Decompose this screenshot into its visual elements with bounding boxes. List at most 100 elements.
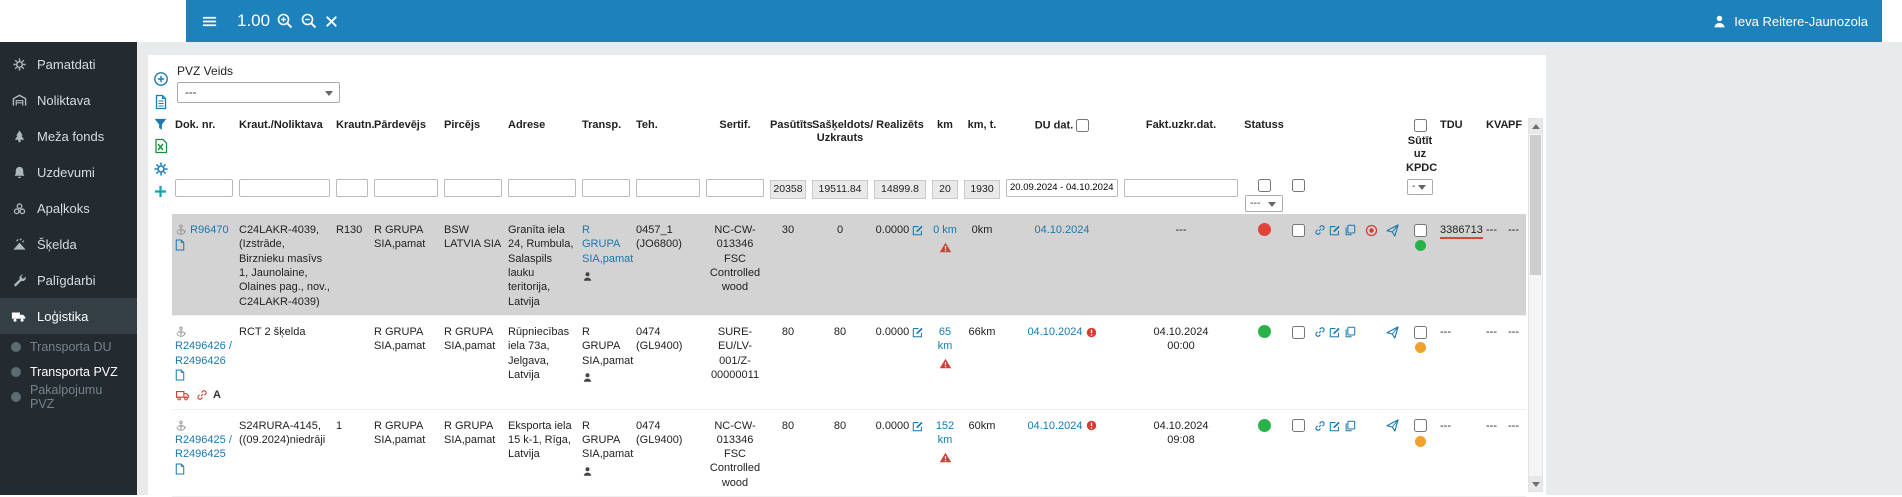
kpdc-row-checkbox[interactable] <box>1413 325 1427 339</box>
du-dat-header-checkbox[interactable] <box>1076 119 1090 132</box>
km-link[interactable]: 0 km <box>933 224 957 237</box>
zoom-reset-button[interactable] <box>321 10 342 32</box>
kraut-filter-input[interactable] <box>239 178 330 197</box>
select-all-rows-checkbox[interactable] <box>1291 179 1305 193</box>
adrese-filter-input[interactable] <box>508 178 576 197</box>
doc-number-link[interactable]: R96470 <box>190 224 229 237</box>
header-label: Dok. nr. <box>175 119 216 131</box>
km-total: 20 <box>932 179 958 200</box>
send-icon[interactable] <box>1386 419 1399 433</box>
table-row[interactable]: R2496425 / R2496425 S24RURA-4145, ((09.2… <box>172 409 1526 497</box>
krautn-filter-input[interactable] <box>336 178 368 197</box>
user-name: Ieva Reitere-Jaunozola <box>1734 13 1868 29</box>
chain-alert-icon[interactable] <box>196 388 208 402</box>
link-icon[interactable] <box>1314 325 1326 339</box>
sidebar-item-uzdevumi[interactable]: Uzdevumi <box>0 154 137 190</box>
du-dat-filter-input[interactable] <box>1006 178 1118 197</box>
kpdc-header-checkbox[interactable] <box>1413 119 1427 132</box>
menu-button[interactable] <box>198 10 221 33</box>
pircejs-filter-input[interactable] <box>444 178 502 197</box>
file-icon[interactable] <box>175 238 185 252</box>
add-record-button[interactable] <box>153 71 169 87</box>
zoom-out-icon <box>300 12 318 30</box>
kpdc-row-checkbox[interactable] <box>1413 223 1427 237</box>
row-checkbox[interactable] <box>1291 223 1305 237</box>
zoom-out-button[interactable] <box>297 9 321 33</box>
copy-icon[interactable] <box>1344 325 1356 339</box>
edit-amount-icon[interactable] <box>912 223 924 237</box>
statuss-header-checkbox[interactable] <box>1257 179 1271 193</box>
kraut-value: S24RURA-4145, ((09.2024)niedrāji <box>239 419 326 446</box>
sertif-value: NC-CW-013346 FSC Controlled wood <box>709 419 761 489</box>
sidebar-subitem-label: Transporta DU <box>30 339 112 354</box>
file-icon[interactable] <box>175 461 185 475</box>
transp-filter-input[interactable] <box>582 178 630 197</box>
row-checkbox[interactable] <box>1291 419 1305 433</box>
doc-number-link[interactable]: R2496426 / R2496426 <box>175 340 232 367</box>
table-row[interactable]: R2496426 / R2496426 A RCT 2 šķelda R GRU… <box>172 315 1526 410</box>
vertical-scrollbar[interactable] <box>1528 118 1543 492</box>
transp-link[interactable]: R GRUPA SIA,pamat <box>582 224 634 265</box>
funnel-icon <box>153 116 168 132</box>
kpdc-filter-value: - <box>1412 180 1416 193</box>
col-header-km: km <box>929 118 961 177</box>
pvz-veids-select[interactable]: --- <box>177 82 340 103</box>
scrollbar-thumb[interactable] <box>1530 135 1541 275</box>
du-date-link[interactable]: 04.10.2024 <box>1034 224 1090 237</box>
edit-amount-icon[interactable] <box>912 325 924 339</box>
sidebar-item-pamatdati[interactable]: Pamatdati <box>0 46 137 82</box>
driver-icon <box>582 269 593 283</box>
scroll-up-button[interactable] <box>1529 119 1542 134</box>
file-icon[interactable] <box>175 368 185 382</box>
sidebar-subitem-pakalpojumu-pvz[interactable]: Pakalpojumu PVZ <box>0 383 137 411</box>
link-icon[interactable] <box>1314 419 1326 433</box>
sidebar-item-logistika[interactable]: Loģistika <box>0 298 137 334</box>
document-button[interactable] <box>153 93 169 109</box>
sidebar-item-apalkoks[interactable]: Apaļkoks <box>0 190 137 226</box>
sidebar-item-paligdarbi[interactable]: Palīgdarbi <box>0 262 137 298</box>
sertif-filter-input[interactable] <box>706 178 764 197</box>
row-checkbox[interactable] <box>1291 325 1305 339</box>
teh-filter-input[interactable] <box>636 178 700 197</box>
scroll-down-button[interactable] <box>1529 476 1542 491</box>
link-icon[interactable] <box>1314 223 1326 237</box>
settings-button[interactable] <box>153 160 169 176</box>
km-link[interactable]: 152 km <box>935 419 955 446</box>
kpdc-filter-select[interactable]: - <box>1407 178 1433 195</box>
sidebar-item-noliktava[interactable]: Noliktava <box>0 82 137 118</box>
plus-button[interactable] <box>153 183 169 199</box>
send-icon[interactable] <box>1386 223 1399 237</box>
zoom-in-button[interactable] <box>273 9 297 33</box>
sidebar-subitem-transporta-du[interactable]: Transporta DU <box>0 334 137 359</box>
copy-icon[interactable] <box>1344 223 1356 237</box>
excel-export-button[interactable] <box>153 138 169 154</box>
du-date-link[interactable]: 04.10.2024 <box>1027 325 1083 338</box>
edit-icon[interactable] <box>1329 325 1341 339</box>
copy-icon[interactable] <box>1344 419 1356 433</box>
send-icon[interactable] <box>1386 325 1399 339</box>
km-link[interactable]: 65 km <box>937 325 953 353</box>
edit-icon[interactable] <box>1329 223 1341 237</box>
sidebar-subitem-transporta-pvz[interactable]: Transporta PVZ <box>0 359 137 384</box>
user-menu[interactable]: Ieva Reitere-Jaunozola <box>1712 13 1872 29</box>
table-row[interactable]: R96470 C24LAKR-4039, (Izstrāde, Birzniek… <box>172 214 1526 316</box>
statuss-filter-select[interactable]: --- <box>1245 195 1283 213</box>
font-a-icon[interactable]: A <box>213 389 221 402</box>
edit-amount-icon[interactable] <box>912 419 924 433</box>
du-date-link[interactable]: 04.10.2024 <box>1027 419 1083 432</box>
zoom-in-icon <box>276 12 294 30</box>
dok-filter-input[interactable] <box>175 178 233 197</box>
header-label: Transp. <box>582 119 622 131</box>
sidebar-item-meza-fonds[interactable]: Meža fonds <box>0 118 137 154</box>
fakt-filter-input[interactable] <box>1124 178 1238 197</box>
doc-number-link[interactable]: R2496425 / R2496425 <box>175 433 232 461</box>
edit-icon[interactable] <box>1329 419 1341 433</box>
sidebar-item-skelda[interactable]: Šķelda <box>0 226 137 262</box>
pardevejs-filter-input[interactable] <box>374 178 438 197</box>
truck-alert-icon[interactable] <box>175 388 191 402</box>
record-icon[interactable] <box>1365 223 1378 237</box>
filter-button[interactable] <box>153 116 169 132</box>
main-panel: PVZ Veids --- Dok. nr. Kraut./Noliktava … <box>148 55 1546 497</box>
kpdc-row-checkbox[interactable] <box>1413 419 1427 433</box>
sidebar-item-label: Noliktava <box>37 92 91 108</box>
